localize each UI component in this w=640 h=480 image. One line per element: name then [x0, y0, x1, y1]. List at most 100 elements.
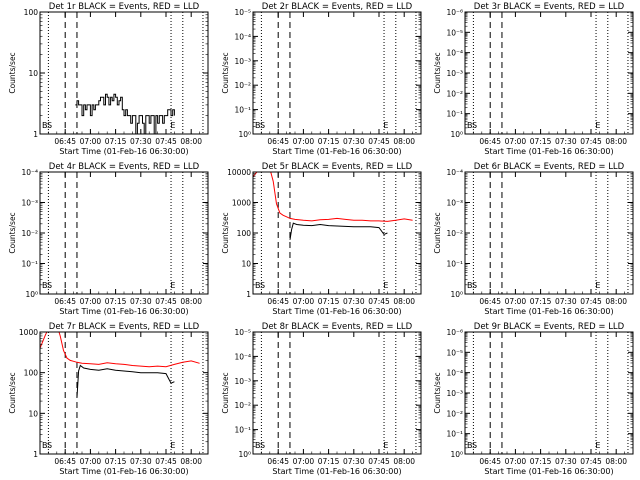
y-tick-label: 100: [24, 8, 39, 17]
panel-title: Det 6r BLACK = Events, RED = LLD: [474, 162, 625, 172]
series-line-lld: [253, 172, 413, 222]
marker-e: E: [595, 121, 600, 130]
series-line-events: [289, 222, 388, 240]
x-tick-label: 07:00: [505, 137, 527, 146]
marker-b: B: [255, 441, 261, 450]
y-tick-label: 10⁻⁵: [446, 348, 463, 357]
x-tick-label: 07:30: [130, 137, 152, 146]
panel-title: Det 8r BLACK = Events, RED = LLD: [262, 322, 413, 332]
y-tick-label: 1000: [232, 199, 251, 208]
marker-s: S: [260, 441, 265, 450]
y-tick-label: 10⁻⁵: [234, 328, 251, 337]
x-tick-label: 07:30: [555, 457, 577, 466]
marker-e: E: [595, 281, 600, 290]
y-tick-label: 10: [28, 409, 38, 418]
marker-s: S: [47, 121, 52, 130]
x-tick-label: 06:45: [267, 457, 289, 466]
x-axis-label: Start Time (01-Feb-16 06:30:00): [59, 467, 188, 476]
x-tick-label: 08:00: [180, 297, 202, 306]
panel-title: Det 5r BLACK = Events, RED = LLD: [262, 162, 413, 172]
y-tick-label: 1: [246, 290, 251, 299]
y-tick-label: 10000: [227, 168, 251, 177]
y-axis-label: Counts/sec: [221, 212, 230, 253]
y-tick-label: 10⁻³: [446, 389, 463, 398]
y-tick-label: 1: [33, 130, 38, 139]
panel-det-1: Det 1r BLACK = Events, RED = LLD 1 10 100 06…: [8, 2, 209, 156]
x-tick-label: 07:30: [130, 457, 152, 466]
series-line-lld: [40, 332, 200, 368]
x-tick-label: 07:15: [105, 457, 127, 466]
x-tick-label: 08:00: [605, 457, 627, 466]
x-axis-label: Start Time (01-Feb-16 06:30:00): [484, 307, 613, 316]
series-line-events: [75, 93, 175, 134]
x-tick-label: 07:15: [318, 137, 340, 146]
panel-det-7: Det 7r BLACK = Events, RED = LLD 1 10 100 10…: [8, 322, 209, 476]
y-tick-label: 10⁻¹: [446, 110, 463, 119]
x-tick-label: 06:45: [267, 137, 289, 146]
y-axis-label: Counts/sec: [8, 52, 17, 93]
panel-det-9: Det 9r BLACK = Events, RED = LLD 10⁰ 10⁻¹ 1…: [433, 322, 634, 476]
panel-title: Det 1r BLACK = Events, RED = LLD: [49, 2, 200, 12]
y-tick-label: 10⁻³: [446, 69, 463, 78]
y-tick-label: 10⁻¹: [234, 106, 251, 115]
y-tick-label: 10⁻⁵: [446, 28, 463, 37]
marker-s: S: [260, 281, 265, 290]
y-tick-label: 100: [237, 229, 252, 238]
panel-det-6: Det 6r BLACK = Events, RED = LLD 10⁰ 10⁻¹ 1…: [433, 162, 634, 316]
x-tick-label: 07:30: [555, 297, 577, 306]
panel-det-5: Det 5r BLACK = Events, RED = LLD 1 10 100 10…: [221, 162, 422, 316]
x-tick-label: 07:15: [105, 297, 127, 306]
marker-s: S: [472, 281, 477, 290]
x-tick-label: 07:30: [343, 137, 365, 146]
y-tick-label: 10⁻²: [446, 229, 463, 238]
marker-b: B: [42, 121, 48, 130]
series-line-events: [76, 364, 175, 398]
x-axis-label: Start Time (01-Feb-16 06:30:00): [484, 147, 613, 156]
y-tick-label: 10⁰: [238, 130, 251, 139]
y-tick-label: 10⁻¹: [446, 430, 463, 439]
x-tick-label: 06:45: [479, 297, 501, 306]
x-tick-label: 07:45: [155, 137, 177, 146]
y-tick-label: 10⁻³: [446, 199, 463, 208]
x-tick-label: 07:45: [368, 137, 390, 146]
x-tick-label: 07:45: [580, 137, 602, 146]
panel-title: Det 2r BLACK = Events, RED = LLD: [262, 2, 413, 12]
y-axis-label: Counts/sec: [221, 372, 230, 413]
panel-det-2: Det 2r BLACK = Events, RED = LLD 10⁰ 10⁻¹ 1…: [221, 2, 422, 156]
x-tick-label: 07:45: [580, 297, 602, 306]
y-tick-label: 10⁻⁶: [446, 328, 463, 337]
x-tick-label: 07:15: [530, 457, 552, 466]
x-tick-label: 07:00: [293, 457, 315, 466]
marker-s: S: [47, 441, 52, 450]
x-tick-label: 07:45: [368, 297, 390, 306]
y-tick-label: 10⁻¹: [446, 260, 463, 269]
marker-e: E: [383, 281, 388, 290]
x-tick-label: 06:45: [267, 297, 289, 306]
marker-e: E: [170, 441, 175, 450]
marker-e: E: [595, 441, 600, 450]
x-axis-label: Start Time (01-Feb-16 06:30:00): [272, 147, 401, 156]
x-axis-label: Start Time (01-Feb-16 06:30:00): [272, 307, 401, 316]
y-tick-label: 10⁰: [450, 130, 463, 139]
y-tick-label: 10⁻²: [446, 89, 463, 98]
y-tick-label: 10⁻⁶: [446, 8, 463, 17]
x-tick-label: 07:30: [343, 457, 365, 466]
y-tick-label: 10⁻³: [21, 199, 38, 208]
x-tick-label: 08:00: [393, 137, 415, 146]
y-tick-label: 1000: [19, 328, 38, 337]
marker-s: S: [472, 441, 477, 450]
marker-s: S: [472, 121, 477, 130]
x-tick-label: 07:45: [155, 457, 177, 466]
x-tick-label: 07:00: [80, 137, 102, 146]
x-tick-label: 07:15: [530, 297, 552, 306]
marker-b: B: [255, 121, 261, 130]
x-tick-label: 07:15: [105, 137, 127, 146]
y-tick-label: 10⁻²: [234, 81, 251, 90]
panel-det-3: Det 3r BLACK = Events, RED = LLD 10⁰ 10⁻¹ 1…: [433, 2, 634, 156]
y-tick-label: 10⁰: [450, 450, 463, 459]
x-axis-label: Start Time (01-Feb-16 06:30:00): [272, 467, 401, 476]
marker-b: B: [255, 281, 261, 290]
marker-e: E: [170, 121, 175, 130]
x-tick-label: 06:45: [54, 457, 76, 466]
